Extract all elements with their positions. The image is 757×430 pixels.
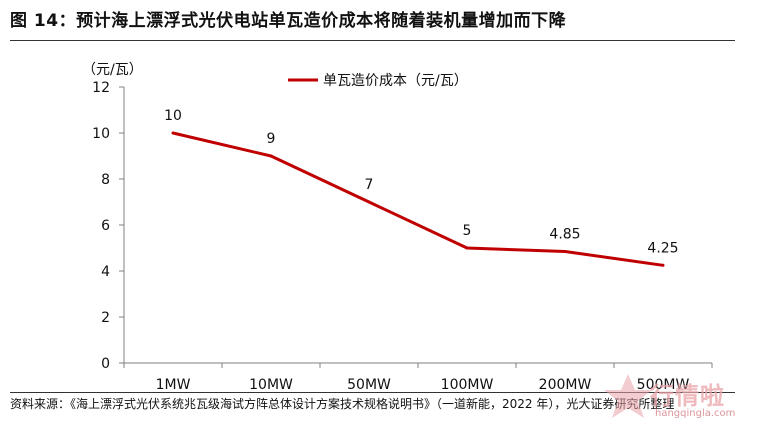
x-tick-label: 1MW xyxy=(156,377,191,392)
x-tick-label: 10MW xyxy=(249,377,293,392)
watermark-text: 行情啦 xyxy=(650,382,725,410)
y-tick-label: 4 xyxy=(101,264,110,280)
legend: 单瓦造价成本（元/瓦） xyxy=(288,73,468,89)
data-point xyxy=(171,131,175,135)
data-label: 4.25 xyxy=(647,240,678,256)
watermark-url: hangqingla.com xyxy=(655,408,736,419)
y-tick-labels: 0 2 4 6 8 10 12 xyxy=(92,80,110,372)
figure-title: 图 14：预计海上漂浮式光伏电站单瓦造价成本将随着装机量增加而下降 xyxy=(10,11,567,31)
data-point xyxy=(367,200,371,204)
source-divider xyxy=(10,392,735,393)
chart-axes xyxy=(119,86,713,368)
y-tick-label: 2 xyxy=(101,310,110,326)
data-label: 10 xyxy=(164,108,182,124)
line-chart: 0 2 4 6 8 10 12 1MW 10MW 50MW 100MW 200MW 500MW 10 9… xyxy=(82,62,713,392)
series-lines xyxy=(171,131,665,267)
y-tick-label: 10 xyxy=(92,126,110,142)
y-axis-label: （元/瓦） xyxy=(82,62,143,78)
x-tick-label: 100MW xyxy=(441,377,494,392)
title-divider xyxy=(10,40,735,41)
x-tick-label: 50MW xyxy=(347,377,391,392)
data-point xyxy=(465,246,469,250)
data-label: 4.85 xyxy=(549,226,580,242)
watermark-star-icon xyxy=(604,374,652,418)
y-tick-label: 6 xyxy=(101,218,110,234)
x-tick-label: 200MW xyxy=(539,377,592,392)
data-point xyxy=(563,249,567,253)
y-tick-label: 0 xyxy=(101,356,110,372)
data-point xyxy=(661,263,665,267)
legend-label: 单瓦造价成本（元/瓦） xyxy=(323,73,468,89)
y-tick-label: 12 xyxy=(92,80,110,96)
data-labels: 10 9 7 5 4.85 4.25 xyxy=(164,108,679,256)
x-tick-labels: 1MW 10MW 50MW 100MW 200MW 500MW xyxy=(156,377,690,392)
y-tick-label: 8 xyxy=(101,172,110,188)
watermark-logo xyxy=(604,374,652,418)
series-line xyxy=(172,131,664,267)
data-label: 9 xyxy=(267,131,276,147)
data-point xyxy=(269,154,273,158)
source-note: 资料来源：《海上漂浮式光伏系统兆瓦级海试方阵总体设计方案技术规格说明书》（一道新… xyxy=(10,397,675,411)
x-tick-label: 500MW xyxy=(637,377,690,392)
data-label: 5 xyxy=(463,223,472,239)
data-label: 7 xyxy=(365,177,374,193)
